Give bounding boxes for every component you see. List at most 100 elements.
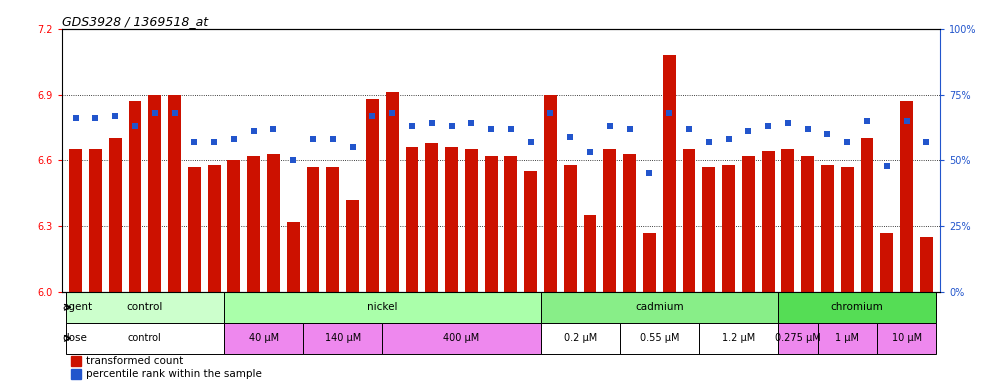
Bar — [818, 323, 876, 354]
Bar — [544, 94, 557, 292]
Bar — [604, 149, 617, 292]
Text: percentile rank within the sample: percentile rank within the sample — [87, 369, 262, 379]
Bar — [504, 156, 517, 292]
Bar — [109, 138, 122, 292]
Point — [820, 131, 836, 137]
Bar — [742, 156, 755, 292]
Point — [285, 157, 301, 163]
Bar — [385, 92, 398, 292]
Text: 40 μM: 40 μM — [248, 333, 279, 343]
Bar — [541, 292, 778, 323]
Bar — [662, 55, 675, 292]
Bar — [564, 165, 577, 292]
Text: 400 μM: 400 μM — [443, 333, 479, 343]
Bar — [801, 156, 814, 292]
Bar — [405, 147, 418, 292]
Point — [88, 115, 104, 121]
Text: control: control — [127, 333, 161, 343]
Bar — [307, 167, 320, 292]
Text: 1.2 μM: 1.2 μM — [722, 333, 755, 343]
Point — [68, 115, 84, 121]
Point — [740, 128, 756, 134]
Point — [483, 126, 499, 132]
Point — [404, 123, 420, 129]
Bar — [920, 237, 933, 292]
Point — [246, 128, 262, 134]
Bar — [722, 165, 735, 292]
Bar — [778, 292, 936, 323]
Bar — [699, 323, 778, 354]
Point — [720, 136, 736, 142]
Point — [543, 110, 559, 116]
Point — [365, 113, 380, 119]
Bar — [861, 138, 873, 292]
Bar — [128, 101, 141, 292]
Point — [859, 118, 874, 124]
Bar — [876, 323, 936, 354]
Bar — [524, 171, 537, 292]
Bar — [303, 323, 382, 354]
Bar — [89, 149, 102, 292]
Bar — [347, 200, 359, 292]
Bar — [69, 149, 82, 292]
Text: cadmium: cadmium — [635, 302, 683, 312]
Point — [423, 120, 439, 126]
Bar — [71, 369, 81, 379]
Point — [661, 110, 677, 116]
Bar — [682, 149, 695, 292]
Bar — [465, 149, 478, 292]
Bar — [584, 215, 597, 292]
Text: 1 μM: 1 μM — [836, 333, 860, 343]
Point — [226, 136, 242, 142]
Point — [918, 139, 934, 145]
Bar — [880, 233, 893, 292]
Point — [878, 162, 894, 169]
Bar — [620, 323, 699, 354]
Text: 0.275 μM: 0.275 μM — [775, 333, 821, 343]
Point — [463, 120, 479, 126]
Bar — [267, 154, 280, 292]
Bar — [762, 152, 775, 292]
Point — [701, 139, 717, 145]
Bar — [168, 94, 181, 292]
Text: nickel: nickel — [367, 302, 397, 312]
Point — [780, 120, 796, 126]
Bar — [643, 233, 655, 292]
Bar — [148, 94, 161, 292]
Bar — [247, 156, 260, 292]
Point — [582, 149, 598, 156]
Point — [681, 126, 697, 132]
Text: 10 μM: 10 μM — [891, 333, 921, 343]
Point — [503, 126, 519, 132]
Point — [325, 136, 341, 142]
Bar — [702, 167, 715, 292]
Bar — [208, 165, 220, 292]
Text: chromium: chromium — [831, 302, 883, 312]
Bar — [778, 323, 818, 354]
Bar — [900, 101, 913, 292]
Text: transformed count: transformed count — [87, 356, 183, 366]
Bar — [425, 143, 438, 292]
Point — [622, 126, 637, 132]
Text: 140 μM: 140 μM — [325, 333, 361, 343]
Bar — [287, 222, 300, 292]
Point — [345, 144, 361, 150]
Bar — [224, 323, 303, 354]
Point — [443, 123, 459, 129]
Point — [384, 110, 400, 116]
Bar — [224, 292, 541, 323]
Bar — [66, 323, 224, 354]
Bar — [821, 165, 834, 292]
Bar — [71, 356, 81, 366]
Bar — [541, 323, 620, 354]
Point — [563, 134, 579, 140]
Text: 0.55 μM: 0.55 μM — [639, 333, 679, 343]
Text: GDS3928 / 1369518_at: GDS3928 / 1369518_at — [62, 15, 208, 28]
Point — [840, 139, 856, 145]
Point — [166, 110, 182, 116]
Point — [760, 123, 776, 129]
Point — [206, 139, 222, 145]
Text: 0.2 μM: 0.2 μM — [564, 333, 597, 343]
Bar — [227, 160, 240, 292]
Bar — [66, 292, 224, 323]
